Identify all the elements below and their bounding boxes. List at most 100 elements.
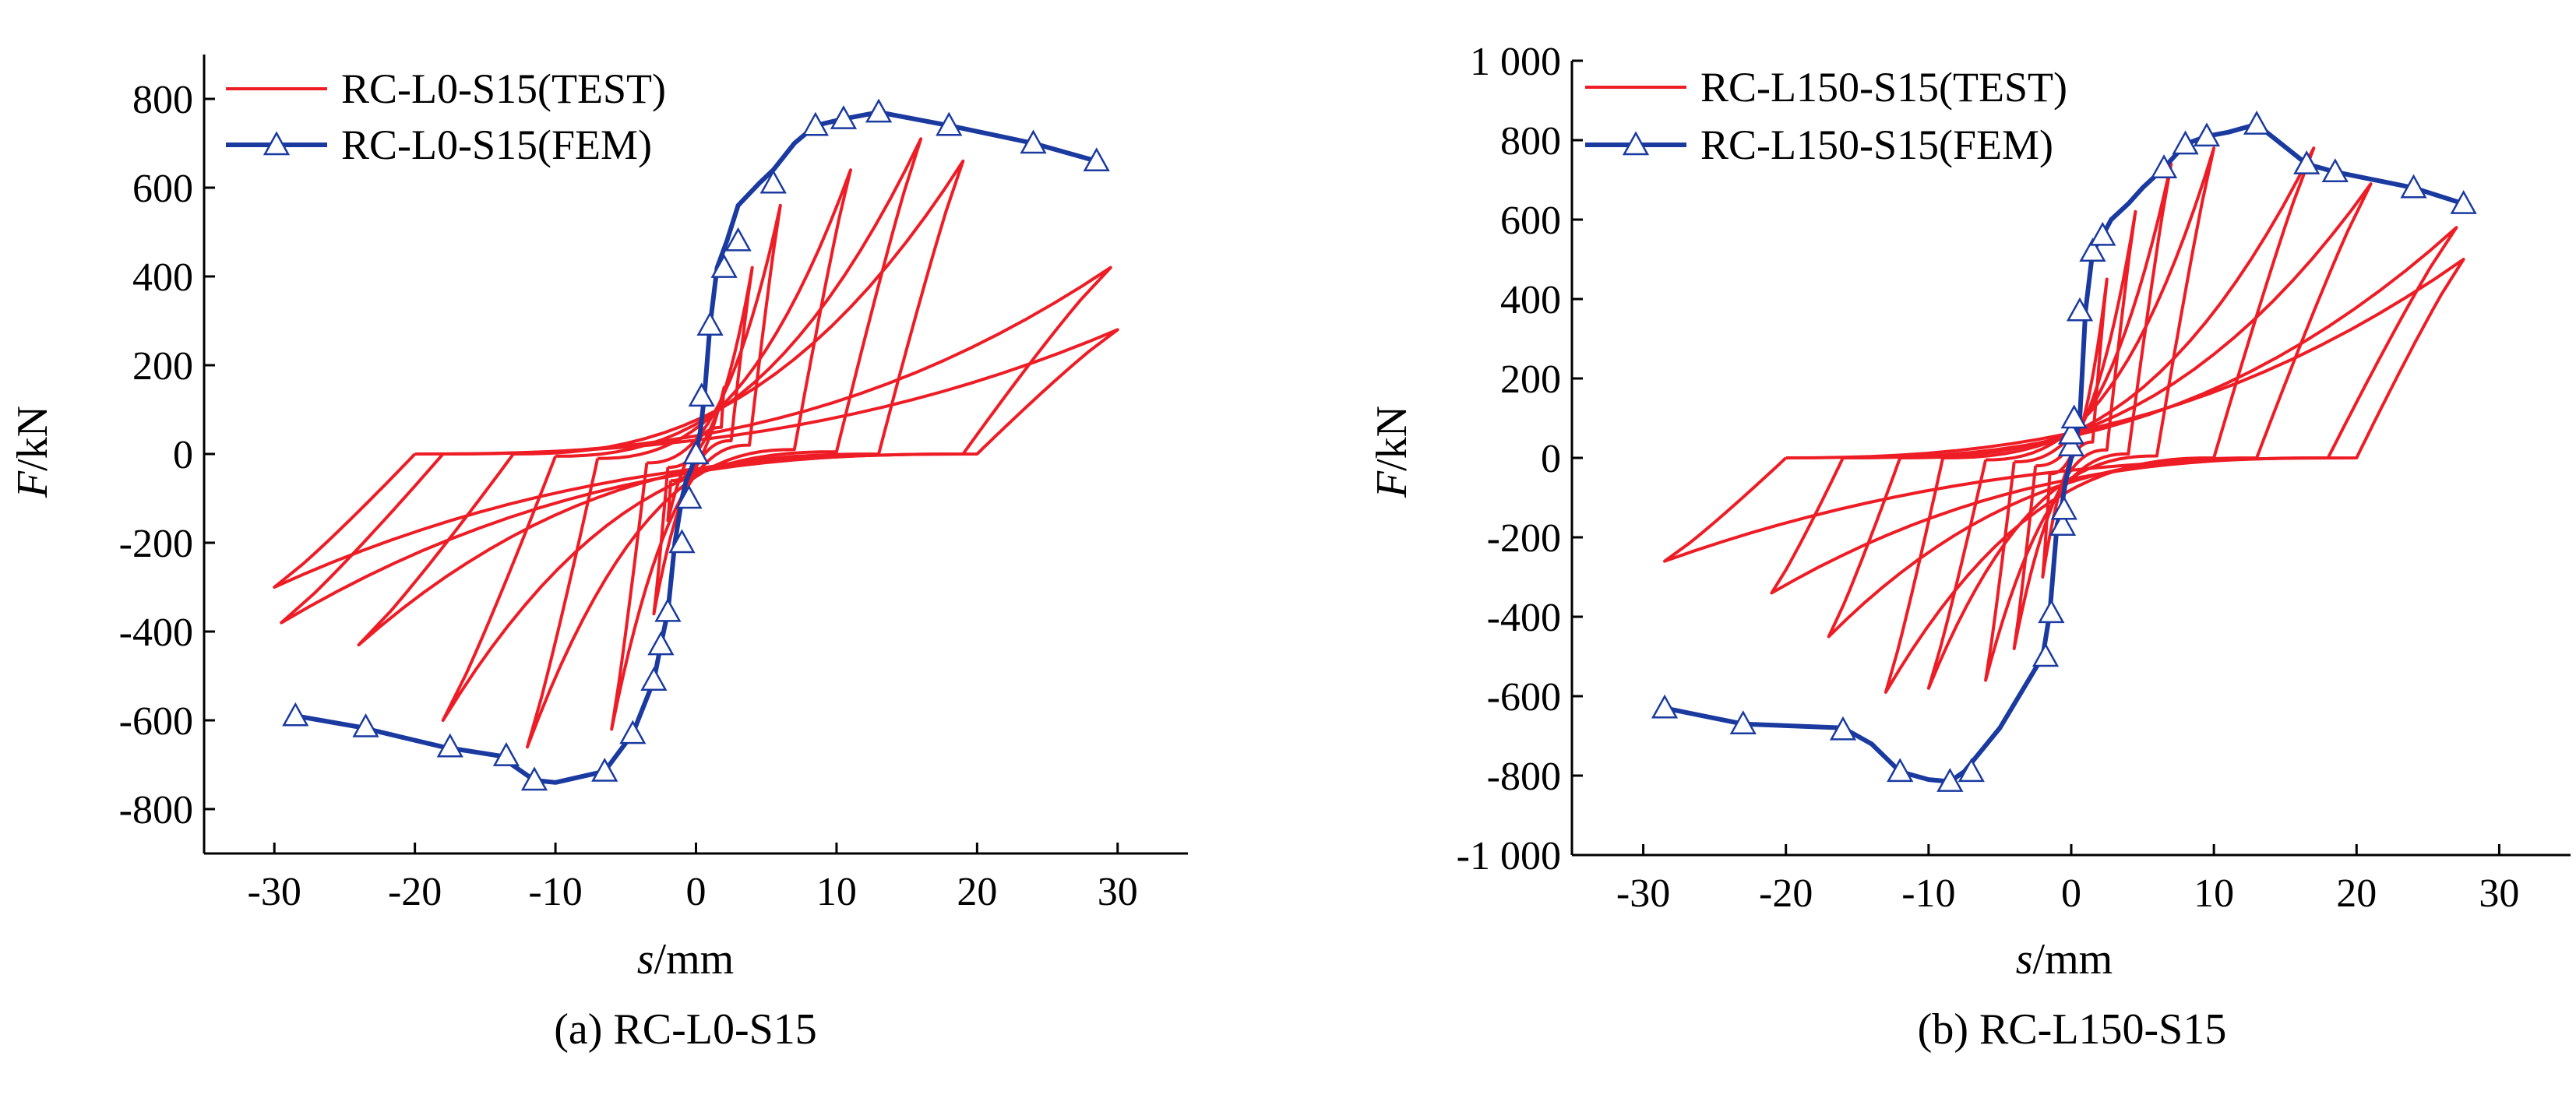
- fem-marker: [2400, 174, 2427, 199]
- y-tick-label: 800: [132, 78, 193, 122]
- fem-marker: [492, 742, 520, 766]
- fem-marker: [2066, 297, 2094, 322]
- legend-label-fem: RC-L150-S15(FEM): [1700, 121, 2053, 168]
- y-axis-label: F/kN: [1368, 406, 1416, 498]
- fem-marker: [696, 311, 724, 336]
- y-axis-label-unit: /kN: [9, 406, 57, 471]
- y-tick-label: -800: [1487, 755, 1561, 799]
- fem-marker: [1829, 716, 1857, 741]
- fem-curve: [1664, 121, 2465, 784]
- x-tick-label: 20: [957, 870, 997, 914]
- test-hysteresis-loop: [1926, 146, 2216, 690]
- legend-marker-fem: [1622, 131, 1650, 156]
- legend-marker-fem: [263, 131, 291, 156]
- y-tick-label: -200: [119, 522, 193, 566]
- fem-marker: [830, 105, 858, 129]
- fem-marker: [2193, 122, 2221, 147]
- fem-marker: [619, 720, 647, 744]
- fem-marker: [654, 597, 682, 622]
- y-tick-label: -200: [1487, 516, 1561, 561]
- fem-marker: [2032, 642, 2060, 667]
- fem-marker: [1958, 758, 1985, 783]
- y-tick-label: -400: [1487, 596, 1561, 640]
- fem-marker: [759, 169, 787, 194]
- fem-marker: [2079, 238, 2106, 262]
- x-tick-label: 10: [2194, 871, 2234, 916]
- test-hysteresis-loop: [1984, 162, 2173, 682]
- legend: RC-L0-S15(TEST) RC-L0-S15(FEM): [226, 65, 666, 168]
- fem-marker: [352, 713, 379, 737]
- y-tick-label: 600: [132, 167, 193, 211]
- fem-marker: [2150, 154, 2178, 178]
- fem-marker: [2038, 599, 2065, 624]
- y-tick-label: 800: [1500, 119, 1561, 164]
- fem-marker: [675, 484, 703, 509]
- y-axis-label-unit: /kN: [1368, 406, 1416, 471]
- fem-marker: [1887, 758, 1914, 783]
- y-tick-label: -800: [119, 788, 193, 832]
- fem-marker: [865, 98, 893, 123]
- y-tick-label: 600: [1500, 199, 1561, 243]
- fem-marker: [2057, 432, 2085, 456]
- test-hysteresis-loop: [2012, 209, 2137, 650]
- x-axis-label-unit: /mm: [2033, 935, 2113, 984]
- fem-marker: [2060, 404, 2088, 429]
- x-tick-label: -10: [1901, 871, 1955, 916]
- y-axis-label-symbol: F: [1368, 470, 1416, 498]
- y-tick-label: 200: [132, 344, 193, 389]
- fem-marker: [688, 382, 715, 407]
- y-tick-label: -400: [119, 611, 193, 655]
- fem-marker: [668, 529, 696, 554]
- x-tick-label: -10: [528, 870, 582, 914]
- y-tick-label: -600: [1487, 675, 1561, 720]
- fem-marker: [2050, 495, 2077, 520]
- fem-marker: [282, 702, 309, 727]
- panel-caption: (b) RC-L150-S15: [1918, 1005, 2227, 1054]
- fem-marker: [2057, 420, 2085, 445]
- plot-area: [1651, 111, 2477, 792]
- fem-marker: [1083, 147, 1110, 172]
- y-tick-label: 400: [1500, 278, 1561, 322]
- x-tick-label: -30: [1616, 871, 1670, 916]
- x-axis-label-symbol: s: [637, 935, 654, 984]
- x-tick-label: -30: [248, 870, 301, 914]
- y-tick-label: 200: [1500, 357, 1561, 402]
- fem-marker: [2321, 158, 2349, 183]
- fem-marker: [802, 111, 829, 136]
- y-axis-label-symbol: F: [9, 470, 57, 498]
- fem-marker: [1936, 768, 1964, 792]
- x-tick-label: -20: [1759, 871, 1813, 916]
- x-tick-label: 10: [816, 870, 857, 914]
- fem-marker: [640, 667, 668, 691]
- y-tick-label: -600: [119, 699, 193, 744]
- fem-marker: [2172, 130, 2199, 155]
- fem-marker: [724, 227, 752, 252]
- y-axis-label: F/kN: [9, 406, 57, 498]
- x-axis-label-symbol: s: [2016, 935, 2033, 984]
- fem-marker: [2450, 190, 2477, 214]
- legend-label-test: RC-L0-S15(TEST): [341, 65, 666, 112]
- x-axis-label: s/mm: [637, 935, 734, 984]
- plot-area: [273, 98, 1119, 791]
- fem-marker: [2243, 111, 2271, 135]
- x-axis-label-unit: /mm: [654, 935, 735, 984]
- y-tick-label: 0: [173, 433, 193, 477]
- fem-marker: [647, 631, 675, 656]
- test-hysteresis-loop: [441, 137, 923, 722]
- test-hysteresis-loop: [610, 203, 782, 731]
- x-tick-label: 30: [2479, 871, 2519, 916]
- fem-marker: [682, 440, 710, 465]
- fem-marker: [1651, 694, 1679, 719]
- y-tick-label: 1 000: [1470, 40, 1561, 84]
- x-axis-label: s/mm: [2016, 935, 2113, 984]
- fem-marker: [591, 757, 618, 782]
- x-tick-label: 30: [1098, 870, 1138, 914]
- fem-marker: [1020, 129, 1047, 154]
- fem-marker: [436, 733, 463, 758]
- fem-marker: [710, 254, 738, 278]
- fem-marker: [2089, 221, 2116, 246]
- test-hysteresis-loop: [273, 328, 1119, 589]
- legend: RC-L150-S15(TEST) RC-L150-S15(FEM): [1585, 64, 2067, 168]
